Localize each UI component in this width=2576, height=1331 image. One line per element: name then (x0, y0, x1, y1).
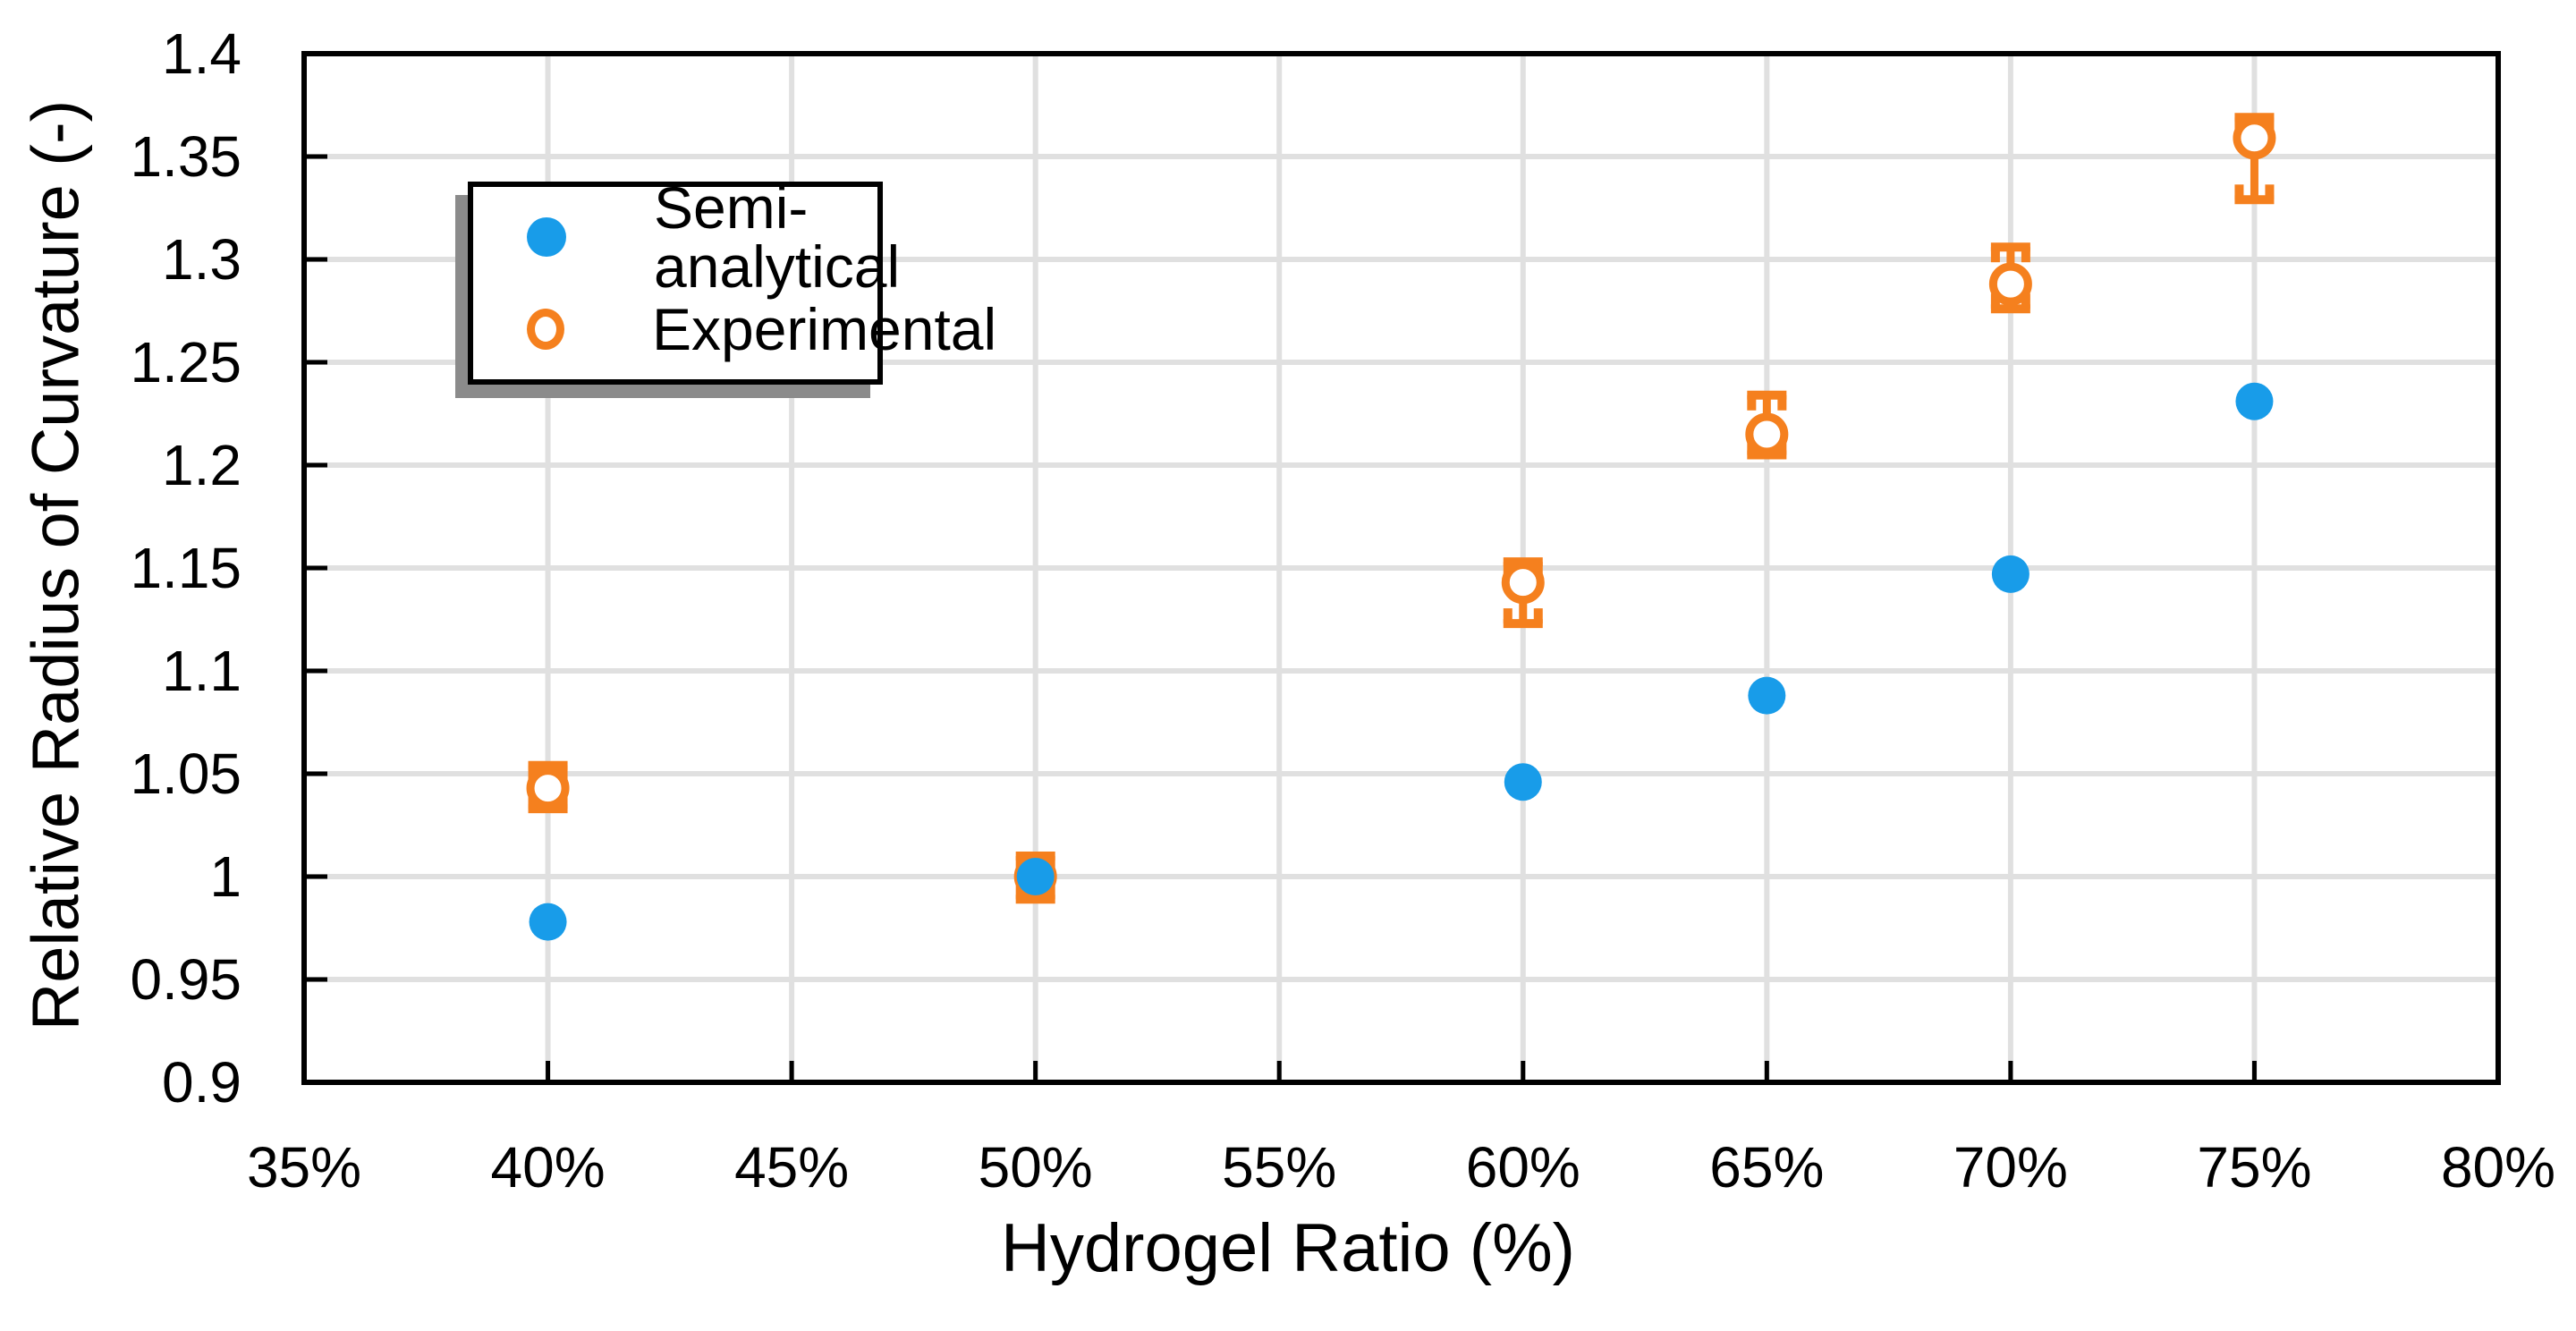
y-tick-label: 0.95 (130, 947, 242, 1012)
x-tick-label: 70% (1953, 1135, 2068, 1200)
y-tick-label: 1.4 (162, 21, 242, 86)
x-tick-label: 35% (247, 1135, 361, 1200)
semi-analytical-point (1016, 858, 1055, 895)
semi-analytical-point (1504, 763, 1542, 801)
y-tick-label: 1.05 (130, 742, 242, 806)
x-axis-title: Hydrogel Ratio (%) (1001, 1210, 1575, 1286)
open-circle-marker-icon (527, 309, 564, 351)
semi-analytical-point (1748, 676, 1786, 715)
y-axis-title: Relative Radius of Curvature (-) (18, 99, 93, 1031)
x-tick-label: 45% (734, 1135, 849, 1200)
legend-label: Semi-analytical (654, 174, 901, 300)
legend-item-experimental: Experimental (473, 286, 996, 372)
semi-analytical-point (529, 903, 567, 941)
x-tick-label: 65% (1709, 1135, 1824, 1200)
y-tick-label: 1.35 (130, 124, 242, 189)
y-tick-label: 1.15 (130, 536, 242, 600)
experimental-point (1988, 262, 2032, 306)
legend-label: Experimental (652, 296, 997, 363)
y-tick-label: 1.3 (162, 227, 242, 292)
y-tick-label: 1.25 (130, 330, 242, 394)
y-tick-label: 1.2 (162, 433, 242, 497)
y-tick-label: 0.9 (162, 1050, 242, 1115)
y-tick-label: 1.1 (162, 639, 242, 703)
x-tick-label: 50% (979, 1135, 1093, 1200)
experimental-point (526, 767, 570, 810)
x-tick-label: 40% (491, 1135, 606, 1200)
legend-item-semi-analytical: Semi-analytical (473, 178, 900, 296)
experimental-point (1501, 561, 1545, 605)
y-tick-label: 1 (209, 844, 242, 909)
x-tick-label: 60% (1466, 1135, 1580, 1200)
x-tick-label: 75% (2197, 1135, 2311, 1200)
filled-circle-marker-icon (527, 216, 566, 257)
experimental-point (1745, 412, 1789, 456)
x-tick-label: 55% (1222, 1135, 1336, 1200)
semi-analytical-point (1991, 555, 2029, 593)
legend-box: Semi-analytical Experimental (468, 178, 996, 385)
semi-analytical-point (2235, 382, 2274, 420)
experimental-point (2233, 116, 2276, 160)
x-tick-label: 80% (2441, 1135, 2555, 1200)
